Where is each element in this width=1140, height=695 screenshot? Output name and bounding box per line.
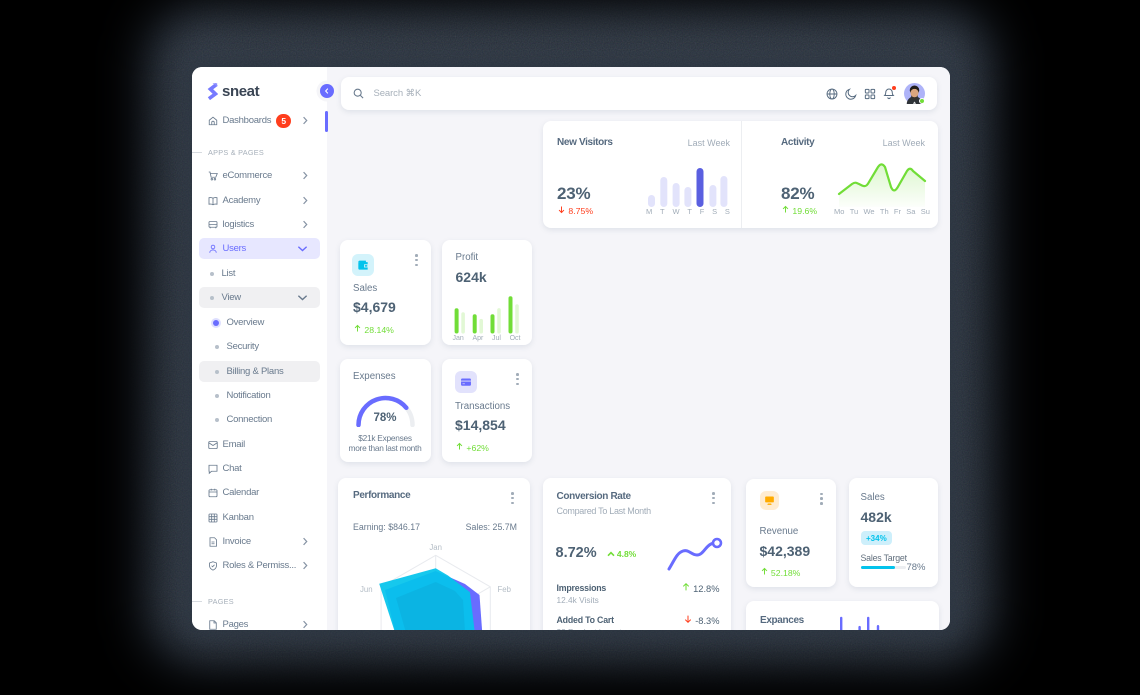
svg-text:Jan: Jan bbox=[429, 543, 442, 552]
svg-text:Jun: Jun bbox=[360, 585, 373, 594]
svg-text:Feb: Feb bbox=[498, 585, 512, 594]
